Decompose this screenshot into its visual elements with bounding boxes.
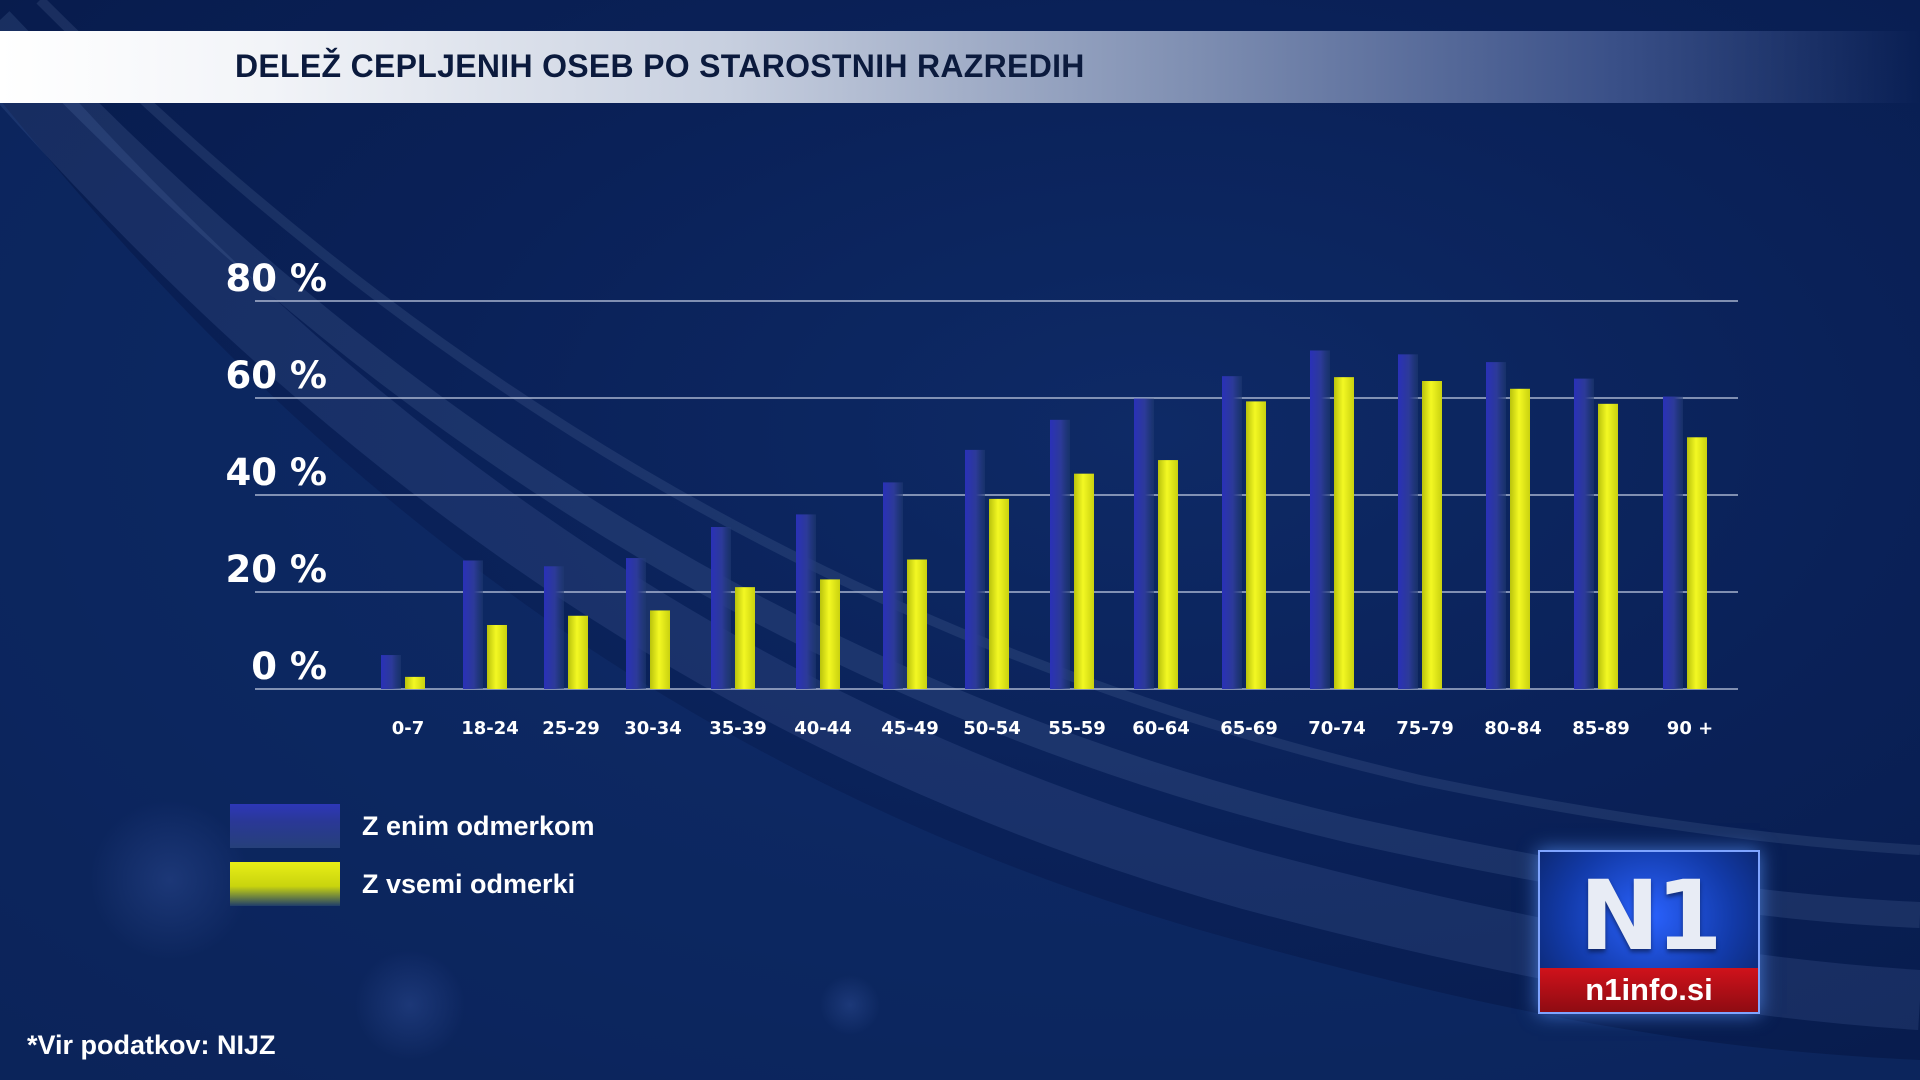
bar-one-dose-60-64 <box>1134 398 1154 689</box>
bar-one-dose-35-39 <box>711 527 731 689</box>
bar-one-dose-55-59 <box>1050 419 1070 689</box>
x-category-label-75-79: 75-79 <box>1396 718 1454 739</box>
bar-all-doses-25-29 <box>568 615 588 689</box>
x-category-label-55-59: 55-59 <box>1048 718 1106 739</box>
bar-all-doses-90 <box>1687 437 1707 689</box>
bar-one-dose-25-29 <box>544 566 564 689</box>
x-category-label-90: 90 + <box>1667 718 1713 739</box>
bar-all-doses-80-84 <box>1510 388 1530 689</box>
bar-all-doses-70-74 <box>1334 377 1354 689</box>
bar-all-doses-0-7 <box>405 676 425 689</box>
bar-one-dose-70-74 <box>1310 350 1330 689</box>
bar-one-dose-30-34 <box>626 558 646 689</box>
bar-all-doses-18-24 <box>487 624 507 689</box>
legend-item-all-doses: Z vsemi odmerki <box>230 856 595 912</box>
bar-all-doses-45-49 <box>907 559 927 689</box>
logo-site: n1info.si <box>1540 968 1758 1012</box>
x-category-label-65-69: 65-69 <box>1220 718 1278 739</box>
bar-one-dose-90 <box>1663 396 1683 689</box>
n1-logo: N1 n1info.si <box>1538 850 1760 1014</box>
y-tick-label-80: 80 % <box>226 257 327 300</box>
bar-all-doses-65-69 <box>1246 401 1266 689</box>
bar-all-doses-35-39 <box>735 587 755 689</box>
bar-all-doses-55-59 <box>1074 473 1094 689</box>
bar-one-dose-50-54 <box>965 449 985 689</box>
bar-one-dose-45-49 <box>883 482 903 689</box>
data-source-note: *Vir podatkov: NIJZ <box>27 1030 276 1060</box>
bar-one-dose-65-69 <box>1222 376 1242 689</box>
bar-all-doses-30-34 <box>650 610 670 689</box>
logo-mark: N1 <box>1579 860 1722 972</box>
x-category-label-25-29: 25-29 <box>542 718 600 739</box>
x-category-label-18-24: 18-24 <box>461 718 519 739</box>
legend-item-one-dose: Z enim odmerkom <box>230 798 595 854</box>
y-tick-label-40: 40 % <box>226 451 327 494</box>
chart-legend: Z enim odmerkom Z vsemi odmerki <box>230 798 595 914</box>
bar-one-dose-85-89 <box>1574 378 1594 689</box>
legend-swatch-yellow <box>230 862 340 906</box>
x-category-label-30-34: 30-34 <box>624 718 682 739</box>
bar-all-doses-75-79 <box>1422 381 1442 689</box>
x-category-label-80-84: 80-84 <box>1484 718 1542 739</box>
bar-one-dose-40-44 <box>796 514 816 689</box>
bar-all-doses-50-54 <box>989 498 1009 689</box>
x-category-label-40-44: 40-44 <box>794 718 852 739</box>
bar-all-doses-60-64 <box>1158 460 1178 689</box>
y-tick-label-0: 0 % <box>251 645 327 688</box>
x-category-label-0-7: 0-7 <box>392 718 425 739</box>
bar-all-doses-85-89 <box>1598 403 1618 689</box>
x-category-label-35-39: 35-39 <box>709 718 767 739</box>
x-category-label-60-64: 60-64 <box>1132 718 1190 739</box>
x-category-label-45-49: 45-49 <box>881 718 939 739</box>
bar-all-doses-40-44 <box>820 579 840 689</box>
title-bar <box>0 31 1920 103</box>
y-tick-label-20: 20 % <box>226 548 327 591</box>
bar-one-dose-0-7 <box>381 655 401 689</box>
bar-one-dose-18-24 <box>463 560 483 689</box>
legend-label-all-doses: Z vsemi odmerki <box>362 868 576 899</box>
x-category-label-85-89: 85-89 <box>1572 718 1630 739</box>
page-title: DELEŽ CEPLJENIH OSEB PO STAROSTNIH RAZRE… <box>235 48 1085 84</box>
x-category-label-50-54: 50-54 <box>963 718 1021 739</box>
y-tick-label-60: 60 % <box>226 354 327 397</box>
x-category-label-70-74: 70-74 <box>1308 718 1366 739</box>
legend-label-one-dose: Z enim odmerkom <box>362 810 595 841</box>
bar-one-dose-75-79 <box>1398 354 1418 689</box>
legend-swatch-blue <box>230 804 340 848</box>
bar-one-dose-80-84 <box>1486 362 1506 689</box>
